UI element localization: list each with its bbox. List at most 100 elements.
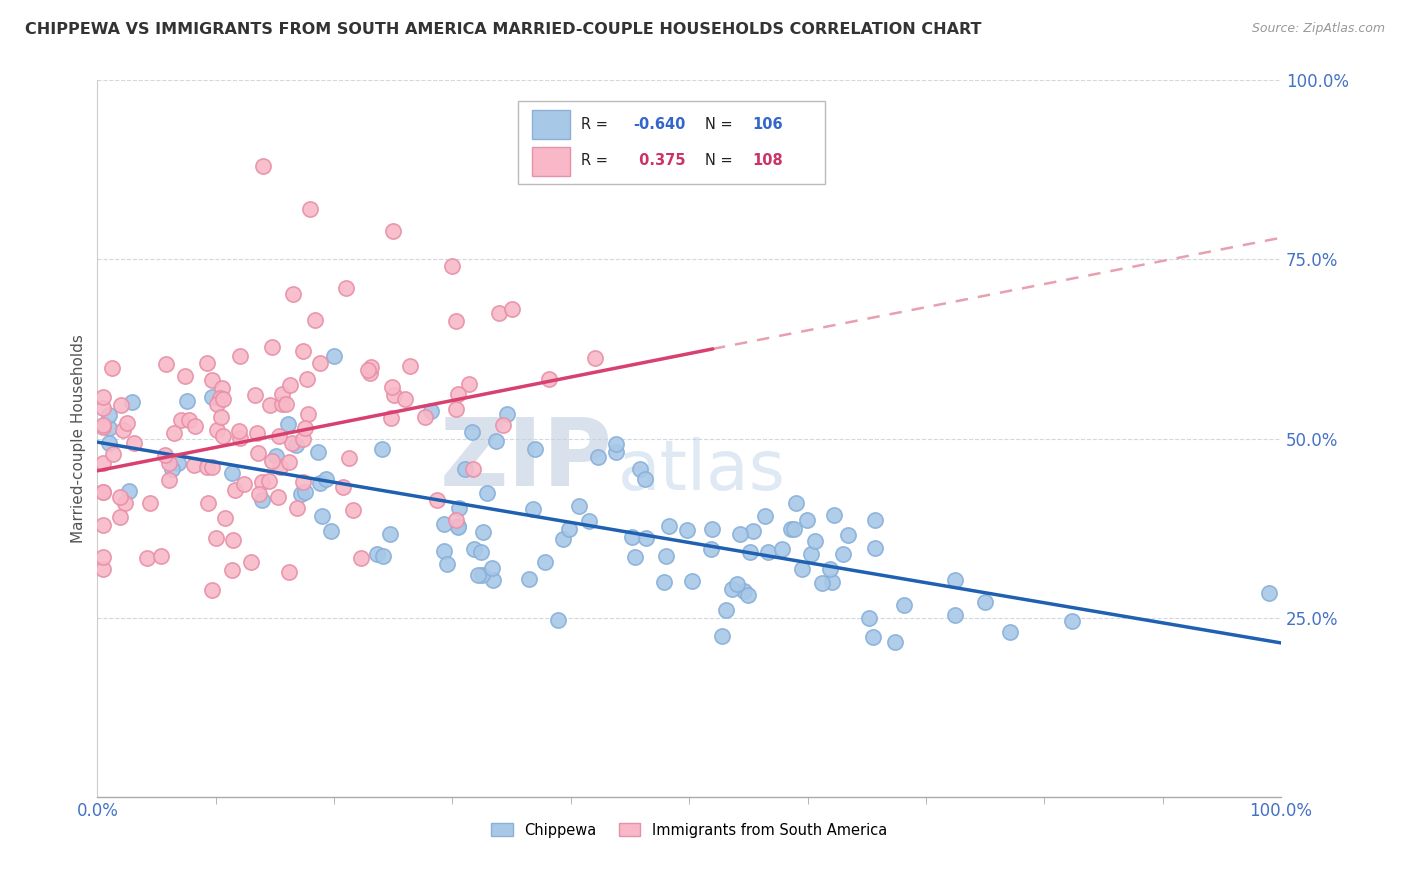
Point bbox=[380, 410, 402, 425]
Point bbox=[441, 260, 464, 274]
Point bbox=[547, 613, 569, 627]
Point bbox=[212, 429, 235, 443]
Point bbox=[461, 425, 484, 440]
Point bbox=[551, 533, 574, 547]
Point bbox=[243, 387, 266, 401]
Point bbox=[100, 360, 122, 375]
Point bbox=[228, 424, 250, 438]
Point bbox=[280, 435, 302, 450]
Point bbox=[655, 549, 678, 563]
Point bbox=[115, 416, 138, 430]
Point bbox=[174, 369, 197, 384]
Point bbox=[259, 398, 281, 412]
Point bbox=[446, 519, 468, 533]
Point bbox=[862, 630, 884, 644]
Point bbox=[201, 460, 224, 475]
Point bbox=[463, 542, 485, 557]
Point bbox=[309, 356, 332, 370]
Point bbox=[209, 409, 232, 424]
Point bbox=[285, 500, 308, 515]
Point bbox=[444, 402, 467, 417]
Point bbox=[357, 363, 380, 377]
Point bbox=[250, 475, 273, 489]
Point bbox=[796, 513, 818, 527]
Point bbox=[167, 456, 190, 470]
Point bbox=[783, 522, 806, 536]
Point bbox=[91, 417, 114, 432]
Point bbox=[98, 409, 121, 423]
Point bbox=[470, 545, 492, 559]
Point bbox=[754, 508, 776, 523]
Point bbox=[285, 438, 308, 452]
Point bbox=[114, 496, 136, 510]
Point bbox=[250, 492, 273, 507]
Point bbox=[262, 340, 284, 354]
Text: N =: N = bbox=[704, 117, 737, 132]
Text: -0.640: -0.640 bbox=[634, 117, 686, 132]
Point bbox=[292, 343, 315, 358]
Point bbox=[291, 432, 314, 446]
Point bbox=[247, 486, 270, 500]
Point bbox=[457, 376, 479, 391]
Text: ZIP: ZIP bbox=[439, 414, 612, 506]
Text: atlas: atlas bbox=[619, 437, 786, 504]
Text: R =: R = bbox=[582, 117, 613, 132]
Point bbox=[319, 524, 342, 538]
Point bbox=[212, 392, 235, 406]
Point bbox=[277, 455, 299, 469]
Point bbox=[183, 458, 205, 473]
Point bbox=[157, 474, 180, 488]
Point bbox=[449, 501, 471, 516]
Point bbox=[91, 485, 114, 500]
Point bbox=[433, 544, 456, 558]
Point bbox=[295, 372, 318, 386]
FancyBboxPatch shape bbox=[531, 110, 569, 138]
Point bbox=[567, 499, 589, 513]
Point bbox=[98, 421, 121, 435]
Point bbox=[277, 565, 299, 579]
Point bbox=[294, 484, 316, 499]
Point bbox=[501, 302, 523, 317]
Point bbox=[534, 555, 557, 569]
Point bbox=[780, 522, 803, 536]
Point bbox=[264, 449, 287, 463]
Point bbox=[214, 510, 236, 524]
Point bbox=[121, 395, 143, 409]
Point bbox=[792, 562, 814, 576]
Point bbox=[277, 417, 299, 431]
Point bbox=[524, 442, 547, 456]
Point bbox=[676, 523, 699, 537]
Point bbox=[447, 520, 470, 534]
Point bbox=[281, 287, 304, 301]
Point bbox=[810, 576, 832, 591]
Point bbox=[419, 404, 441, 418]
Point bbox=[195, 460, 218, 475]
Point bbox=[292, 475, 315, 489]
Text: 108: 108 bbox=[752, 153, 783, 169]
Point bbox=[111, 423, 134, 437]
Point bbox=[294, 421, 316, 435]
Point bbox=[481, 560, 503, 574]
Point bbox=[177, 412, 200, 426]
Point bbox=[91, 549, 114, 564]
Y-axis label: Married-couple Households: Married-couple Households bbox=[72, 334, 86, 543]
Text: N =: N = bbox=[704, 153, 737, 169]
Point bbox=[108, 509, 131, 524]
Point bbox=[884, 635, 907, 649]
FancyBboxPatch shape bbox=[531, 147, 569, 176]
Point bbox=[624, 550, 647, 565]
Point bbox=[308, 475, 330, 490]
Point bbox=[269, 460, 291, 475]
Point bbox=[91, 562, 114, 576]
Point bbox=[267, 429, 290, 443]
Point bbox=[426, 492, 449, 507]
Point bbox=[297, 407, 319, 421]
Point bbox=[304, 313, 326, 327]
Point bbox=[863, 513, 886, 527]
Text: R =: R = bbox=[582, 153, 613, 169]
Text: CHIPPEWA VS IMMIGRANTS FROM SOUTH AMERICA MARRIED-COUPLE HOUSEHOLDS CORRELATION : CHIPPEWA VS IMMIGRANTS FROM SOUTH AMERIC… bbox=[25, 22, 981, 37]
Point bbox=[211, 381, 233, 395]
Point bbox=[91, 420, 114, 434]
Point bbox=[711, 629, 734, 643]
Point bbox=[337, 450, 360, 465]
